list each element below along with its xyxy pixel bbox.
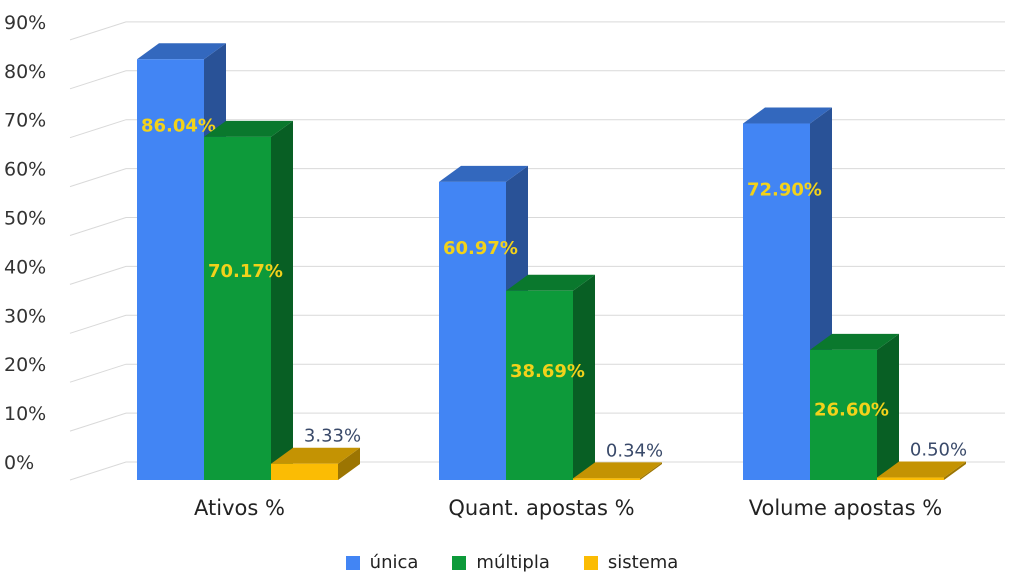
legend: única múltipla sistema	[0, 552, 1024, 573]
gridline	[69, 363, 1005, 383]
gridline	[69, 21, 1005, 41]
bar: 72.90%	[743, 107, 832, 481]
data-label: 3.33%	[304, 426, 361, 447]
x-axis-categories: Ativos % Quant. apostas % Volume apostas %	[194, 496, 942, 520]
legend-label: única	[369, 552, 419, 573]
data-label: 38.69%	[510, 361, 585, 382]
y-tick-label: 10%	[4, 403, 46, 425]
gridline	[69, 412, 1005, 432]
gridline	[69, 168, 1005, 188]
data-label: 70.17%	[208, 261, 283, 282]
legend-label: sistema	[607, 552, 679, 573]
data-label: 26.60%	[814, 399, 889, 420]
y-tick-label: 80%	[4, 61, 46, 83]
data-label: 0.34%	[606, 440, 663, 461]
category-label: Volume apostas %	[749, 496, 942, 520]
y-tick-label: 50%	[4, 208, 46, 230]
legend-label: múltipla	[476, 552, 550, 573]
gridline	[69, 461, 1005, 481]
legend-swatch	[452, 555, 467, 570]
gridline	[69, 314, 1005, 334]
legend-item: única	[345, 552, 419, 573]
y-tick-label: 40%	[4, 256, 46, 278]
gridline	[69, 119, 1005, 139]
bar: 0.50%	[877, 440, 967, 480]
y-tick-label: 30%	[4, 305, 46, 327]
data-label: 60.97%	[443, 238, 518, 259]
bar: 70.17%	[204, 120, 293, 480]
chart: 0% 10% 20% 30% 40% 50% 60% 70% 80% 90% 86.04% 70.1…	[4, 12, 1005, 520]
category-label: Quant. apostas %	[448, 496, 634, 520]
y-tick-label: 70%	[4, 110, 46, 132]
bar: 0.34%	[573, 440, 663, 480]
legend-swatch	[345, 555, 360, 570]
data-label: 72.90%	[747, 180, 822, 201]
legend-item: múltipla	[452, 552, 550, 573]
bars: 86.04% 70.17% 3.33% 60.97% 38.69% 0.34% 72.90%…	[137, 43, 967, 481]
y-axis-ticks: 0% 10% 20% 30% 40% 50% 60% 70% 80% 90%	[4, 12, 46, 474]
y-tick-label: 0%	[4, 452, 34, 474]
y-tick-label: 90%	[4, 12, 46, 34]
data-label: 0.50%	[910, 440, 967, 461]
gridlines	[69, 21, 1005, 481]
gridline	[69, 217, 1005, 236]
category-label: Ativos %	[194, 496, 285, 520]
bar: 26.60%	[810, 333, 899, 480]
gridline	[69, 265, 1005, 285]
y-tick-label: 60%	[4, 159, 46, 181]
legend-item: sistema	[583, 552, 679, 573]
gridline	[69, 70, 1005, 90]
bar: 38.69%	[506, 274, 595, 480]
bar: 3.33%	[271, 426, 361, 480]
y-tick-label: 20%	[4, 354, 46, 376]
data-label: 86.04%	[141, 115, 216, 136]
legend-swatch	[583, 555, 598, 570]
